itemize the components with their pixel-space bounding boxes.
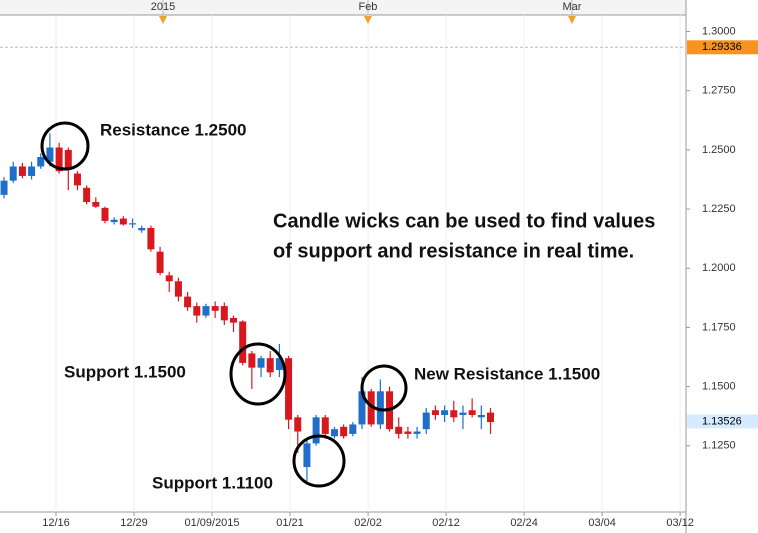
candle-body: [83, 187, 91, 202]
candle-body: [46, 147, 54, 162]
candle-body: [239, 321, 247, 363]
top-tick-label: Feb: [358, 1, 377, 13]
top-tick-label: Mar: [563, 1, 582, 13]
y-tick-label: 1.1750: [702, 321, 736, 333]
candle-body: [486, 412, 494, 423]
top-bar: [0, 0, 686, 15]
y-tick-label: 1.2500: [702, 144, 736, 156]
y-tick-label: 1.2000: [702, 262, 736, 274]
candle-body: [413, 431, 421, 434]
annotation: New Resistance 1.1500: [414, 364, 600, 383]
x-tick-label: 12/29: [120, 517, 148, 529]
candle-body: [110, 219, 118, 223]
candle-body: [174, 281, 182, 297]
annotation: Support 1.1100: [152, 473, 273, 492]
candle-body: [230, 317, 238, 323]
candle-body: [193, 306, 201, 316]
y-tick-label: 1.1500: [702, 380, 736, 392]
candle-body: [441, 410, 449, 415]
circle: [229, 342, 287, 406]
candle-body: [119, 218, 127, 225]
candle-body: [73, 173, 81, 186]
circles: [40, 121, 408, 488]
x-tick-label: 02/24: [510, 517, 538, 529]
candle-body: [28, 166, 36, 176]
circle: [360, 364, 408, 412]
circle: [40, 121, 90, 171]
plot: [0, 15, 686, 512]
candle-body: [349, 424, 357, 434]
candle-body: [0, 180, 8, 195]
candle-body: [404, 431, 412, 434]
candle-body: [450, 410, 458, 418]
candle-body: [202, 306, 210, 316]
candle-body: [9, 166, 17, 181]
candle-body: [138, 228, 146, 231]
candle-body: [156, 251, 164, 273]
top-marker: [363, 16, 372, 24]
price-box: [687, 414, 758, 429]
price-box: [687, 40, 758, 55]
candle-body: [266, 358, 274, 373]
candle-body: [422, 412, 430, 430]
candle-body: [248, 353, 256, 368]
candle-body: [431, 410, 439, 415]
top-marker: [568, 16, 577, 24]
candle-body: [312, 417, 320, 444]
candle-body: [321, 417, 329, 434]
candle-body: [64, 149, 72, 169]
x-tick-label: 01/09/2015: [184, 517, 239, 529]
x-tick-label: 03/12: [666, 517, 694, 529]
candle-body: [358, 391, 366, 425]
candle-body: [220, 306, 228, 321]
candle-body: [477, 414, 485, 418]
candle-body: [367, 391, 375, 425]
y-tick-label: 1.2250: [702, 203, 736, 215]
x-tick-label: 02/12: [432, 517, 460, 529]
x-tick-label: 12/16: [42, 517, 70, 529]
candle-body: [294, 417, 302, 432]
annotation: Support 1.1500: [64, 362, 186, 381]
candle-body: [211, 306, 219, 311]
candle-body: [165, 275, 173, 282]
candle-body: [129, 223, 137, 225]
candle-body: [285, 358, 293, 420]
candle-body: [55, 147, 63, 172]
candle-body: [37, 157, 45, 167]
candle-body: [303, 443, 311, 468]
x-tick-label: 02/02: [354, 517, 382, 529]
candle-body: [101, 207, 109, 221]
candle-body: [184, 296, 192, 308]
price-label: 1.13526: [702, 415, 742, 427]
candle-body: [257, 358, 265, 368]
candle-body: [92, 201, 100, 207]
candle-body: [330, 429, 338, 437]
candle-body: [376, 391, 384, 425]
x-tick-label: 03/04: [588, 517, 616, 529]
top-marker: [159, 16, 168, 24]
candle-body: [340, 426, 348, 437]
annotation: Candle wicks can be used to find values: [273, 210, 655, 232]
y-tick-label: 1.3000: [702, 25, 736, 37]
candle-body: [395, 426, 403, 434]
candle-body: [147, 228, 155, 250]
circle: [292, 434, 346, 488]
y-tick-label: 1.1250: [702, 440, 736, 452]
candle-body: [459, 412, 467, 415]
candle-body: [18, 166, 26, 176]
candle-body: [468, 410, 476, 415]
candle-body: [275, 358, 283, 370]
annotation: Resistance 1.2500: [100, 120, 247, 139]
top-tick-label: 2015: [151, 1, 175, 13]
y-tick-label: 1.2750: [702, 85, 736, 97]
annotation: of support and resistance in real time.: [273, 240, 634, 262]
x-tick-label: 01/21: [276, 517, 304, 529]
price-label: 1.29336: [702, 41, 742, 53]
